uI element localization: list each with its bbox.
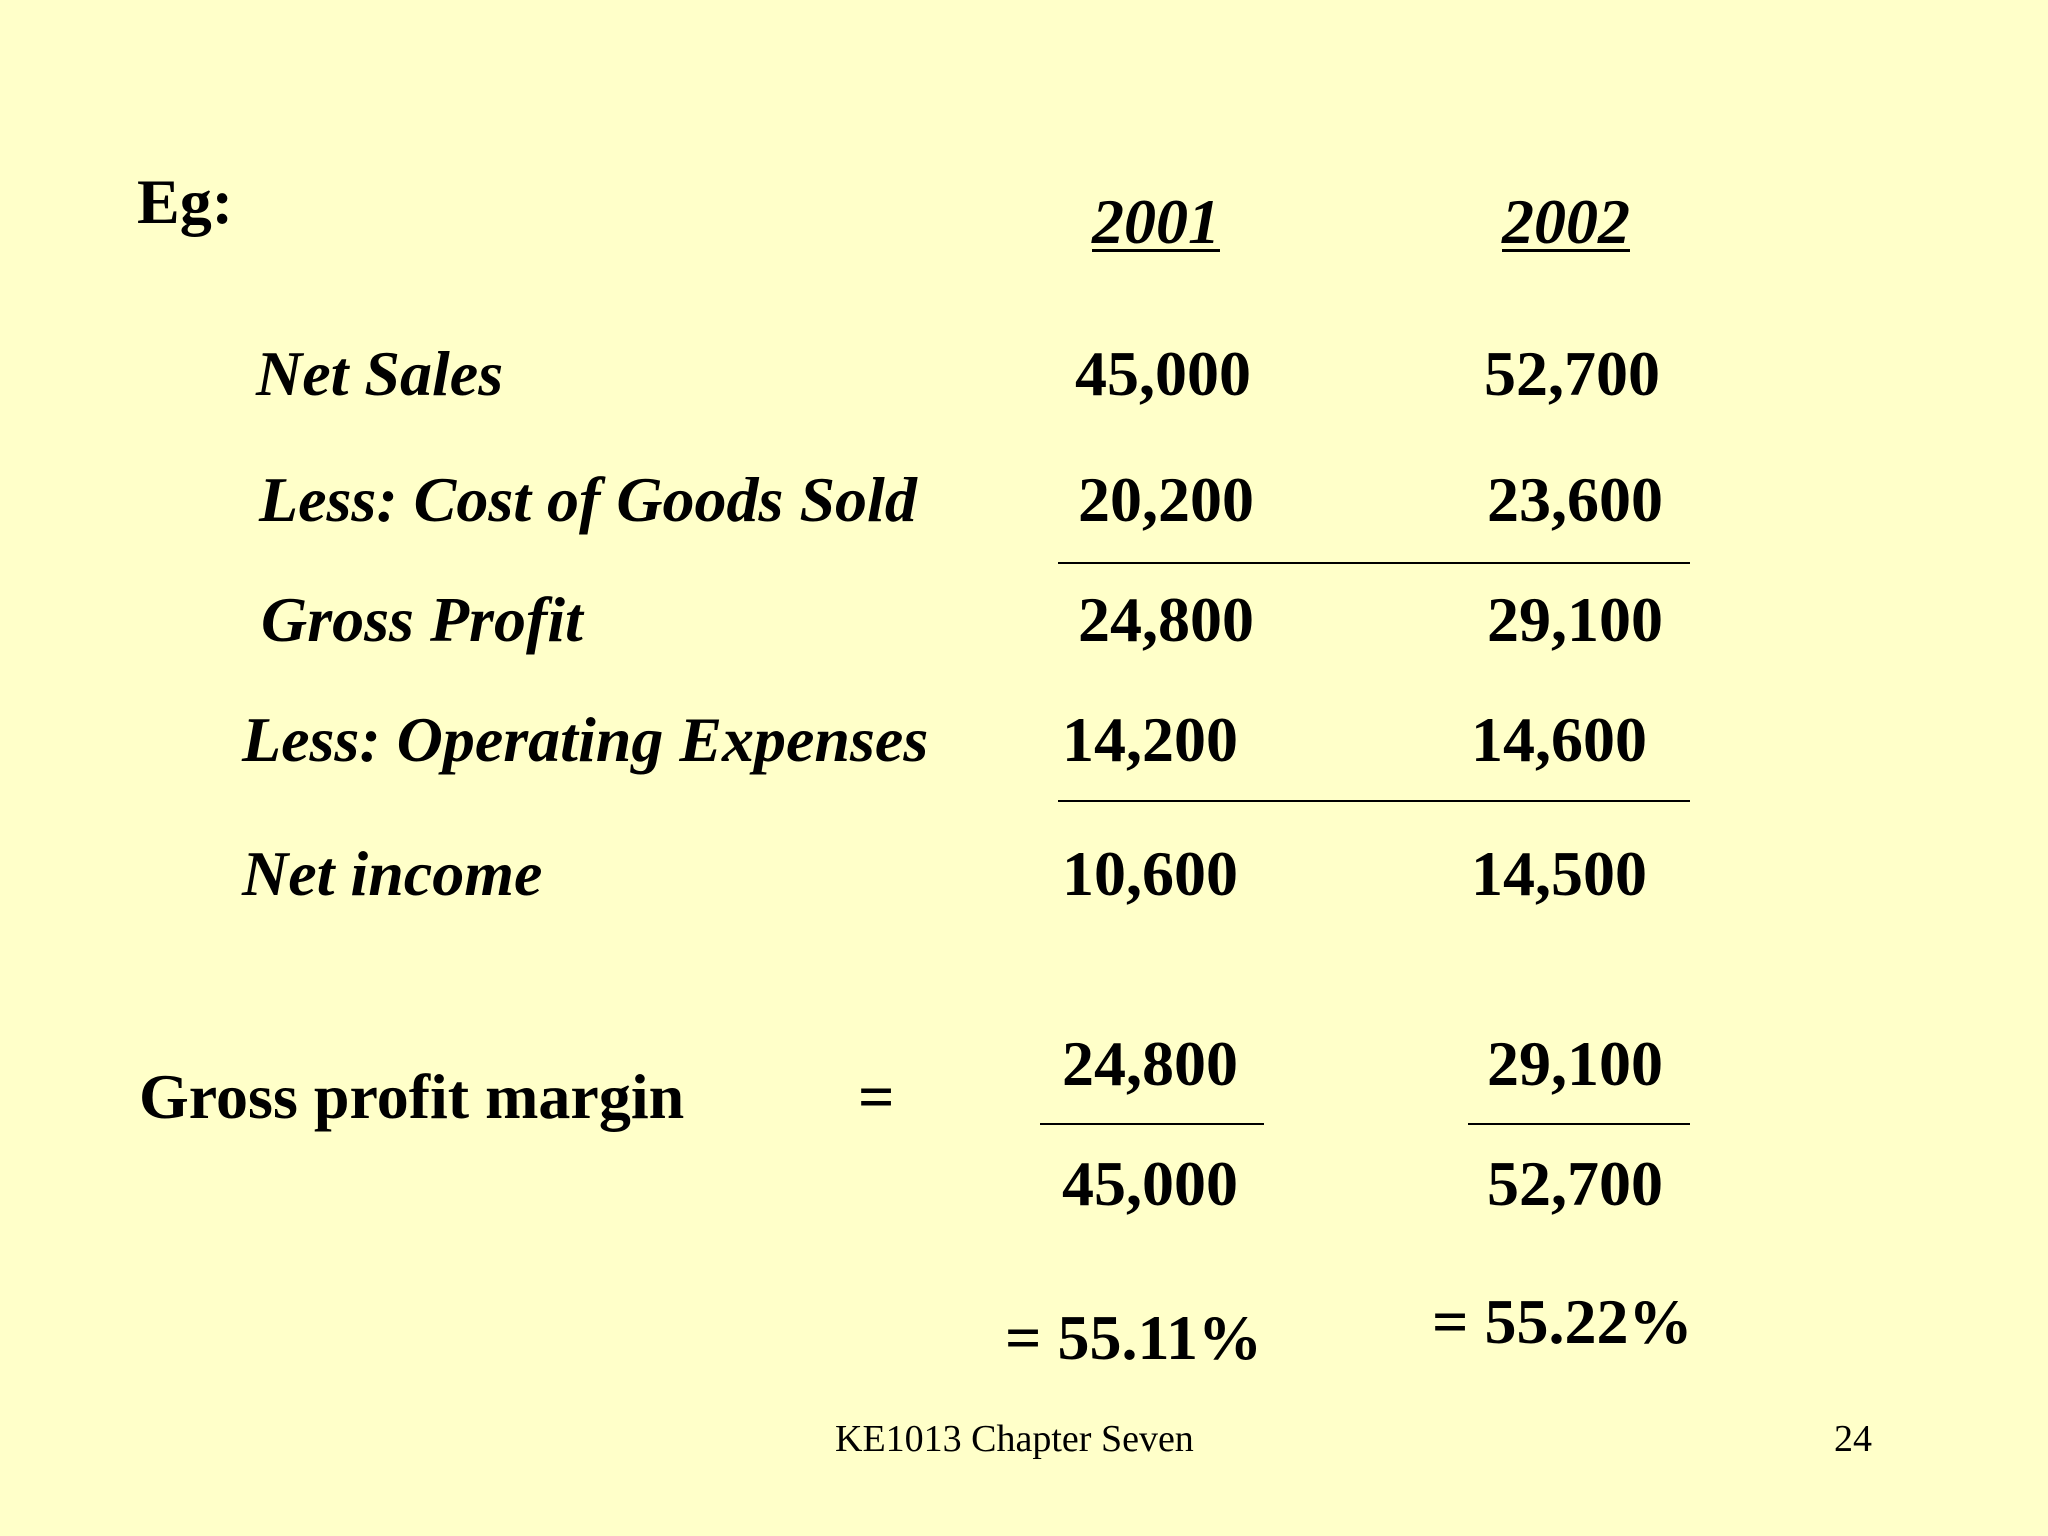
gross-profit-2002: 29,100 [1487,584,1663,655]
operating-expenses-2002: 14,600 [1471,704,1647,775]
row-label-net-sales: Net Sales [256,338,504,409]
net-sales-2002: 52,700 [1484,338,1660,409]
net-sales-2001: 45,000 [1075,338,1251,409]
gross-profit-margin-equals: = [858,1061,895,1132]
subtotal-rule-1 [1058,562,1690,564]
gross-profit-margin-result-2001: = 55.11% [1005,1302,1262,1373]
net-income-2001: 10,600 [1062,838,1238,909]
row-label-gross-profit: Gross Profit [261,584,583,655]
row-label-cogs: Less: Cost of Goods Sold [259,464,917,535]
row-label-operating-expenses: Less: Operating Expenses [242,704,929,775]
row-label-net-income: Net income [242,838,543,909]
cogs-2001: 20,200 [1078,464,1254,535]
column-header-2001: 2001 [1092,186,1220,257]
ratio-denominator-2001: 45,000 [1062,1148,1238,1219]
net-income-2002: 14,500 [1471,838,1647,909]
fraction-bar-2002 [1468,1123,1690,1125]
ratio-denominator-2002: 52,700 [1487,1148,1663,1219]
eg-label: Eg: [137,166,233,237]
gross-profit-margin-label: Gross profit margin [139,1061,685,1132]
column-header-2002: 2002 [1502,186,1630,257]
fraction-bar-2001 [1040,1123,1264,1125]
operating-expenses-2001: 14,200 [1062,704,1238,775]
gross-profit-2001: 24,800 [1078,584,1254,655]
gross-profit-margin-result-2002: = 55.22% [1432,1286,1693,1357]
footer-page-number: 24 [1834,1418,1872,1460]
footer-course-title: KE1013 Chapter Seven [835,1418,1194,1460]
cogs-2002: 23,600 [1487,464,1663,535]
ratio-numerator-2002: 29,100 [1487,1028,1663,1099]
subtotal-rule-2 [1058,800,1690,802]
ratio-numerator-2001: 24,800 [1062,1028,1238,1099]
